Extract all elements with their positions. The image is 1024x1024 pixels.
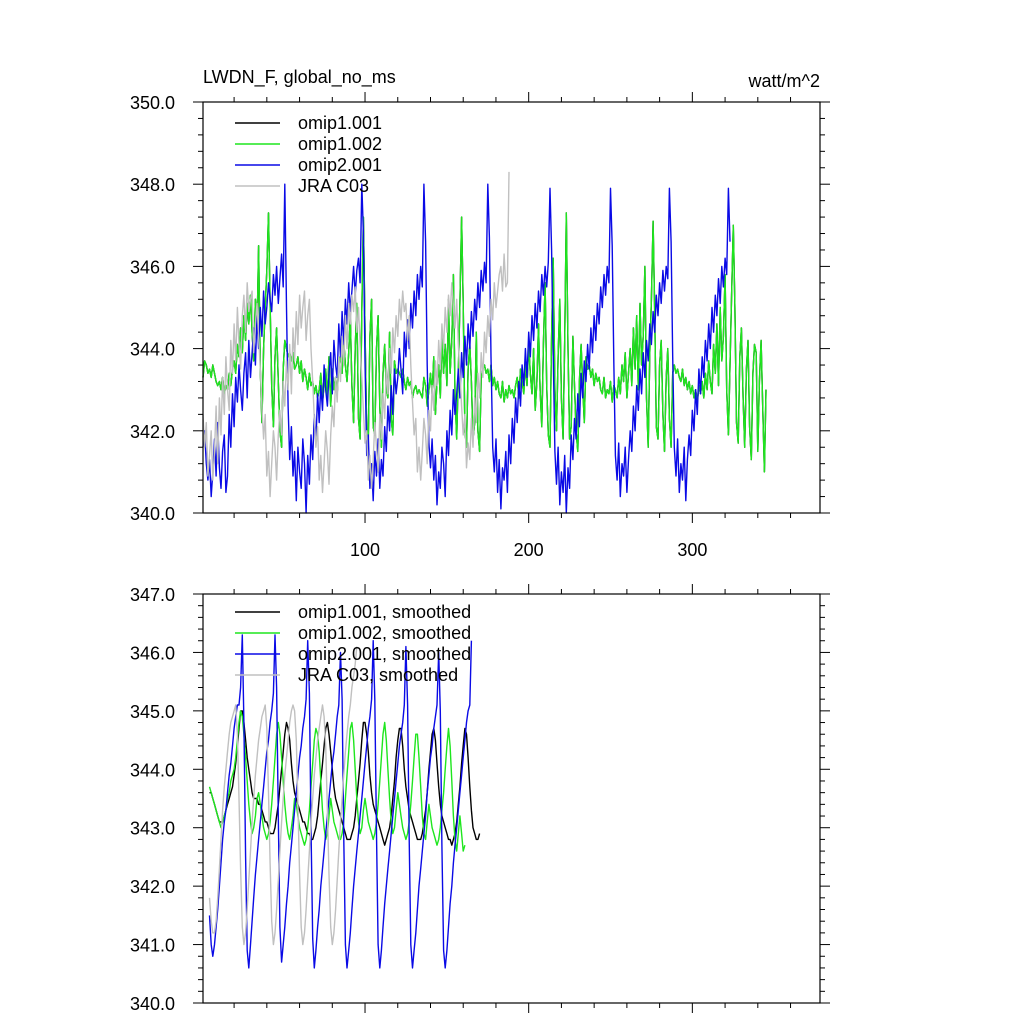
series-line-omip2-001 bbox=[202, 183, 731, 514]
y-tick-label: 340.0 bbox=[130, 504, 175, 524]
y-tick-label: 343.0 bbox=[130, 819, 175, 839]
y-tick-label: 346.0 bbox=[130, 643, 175, 663]
series-line-jra-c03 bbox=[202, 171, 510, 498]
chart-title: LWDN_F, global_no_ms bbox=[203, 67, 396, 88]
legend-label: omip1.001, smoothed bbox=[298, 602, 471, 622]
y-tick-label: 346.0 bbox=[130, 257, 175, 277]
series-line-jra-c03-smoothed bbox=[208, 646, 358, 946]
legend-label: omip2.001, smoothed bbox=[298, 644, 471, 664]
legend-label: JRA C03, smoothed bbox=[298, 665, 458, 685]
series-line-omip1-001-smoothed bbox=[209, 710, 481, 846]
x-tick-label: 300 bbox=[677, 540, 707, 560]
plot-frame bbox=[202, 593, 821, 1004]
series-line-omip1-002 bbox=[202, 212, 767, 473]
y-tick-label: 345.0 bbox=[130, 702, 175, 722]
legend-label: omip2.001 bbox=[298, 155, 382, 175]
y-tick-label: 347.0 bbox=[130, 585, 175, 605]
y-tick-label: 341.0 bbox=[130, 936, 175, 956]
y-tick-label: 342.0 bbox=[130, 877, 175, 897]
y-tick-label: 340.0 bbox=[130, 994, 175, 1014]
legend-label: omip1.002, smoothed bbox=[298, 623, 471, 643]
y-tick-label: 344.0 bbox=[130, 340, 175, 360]
plot-frame bbox=[202, 101, 821, 514]
series-line-omip2-001-smoothed bbox=[208, 634, 473, 969]
y-tick-label: 350.0 bbox=[130, 93, 175, 113]
units-label: watt/m^2 bbox=[748, 71, 820, 91]
bottom-panel: 340.0 341.0 342.0 343.0 344.0 345.0 346.0 347.0… bbox=[130, 584, 830, 1014]
x-tick-label: 200 bbox=[514, 540, 544, 560]
y-tick-label: 348.0 bbox=[130, 175, 175, 195]
legend-label: omip1.002 bbox=[298, 134, 382, 154]
y-tick-label: 342.0 bbox=[130, 422, 175, 442]
y-tick-label: 344.0 bbox=[130, 760, 175, 780]
top-panel: LWDN_F, global_no_ms watt/m^2 340.0 342.0… bbox=[130, 67, 830, 560]
series-line-omip1-002-smoothed bbox=[208, 710, 466, 852]
legend-label: omip1.001 bbox=[298, 113, 382, 133]
legend-label: JRA C03 bbox=[298, 176, 369, 196]
x-tick-label: 100 bbox=[350, 540, 380, 560]
